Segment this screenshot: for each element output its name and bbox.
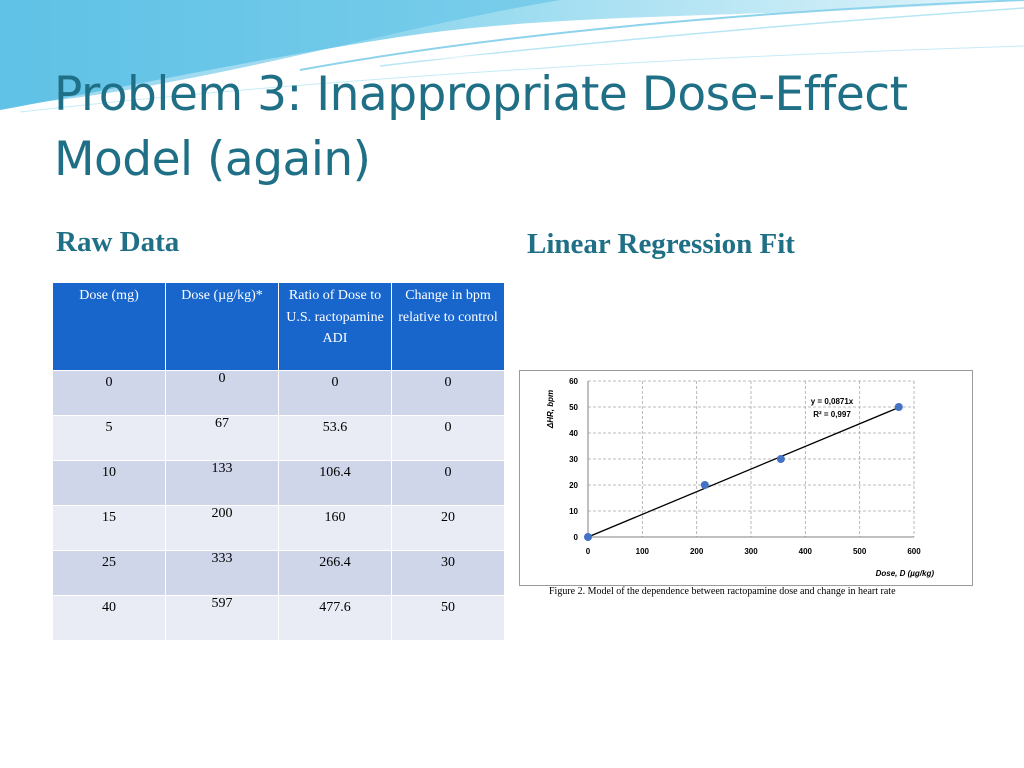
y-tick-label: 40 bbox=[569, 429, 578, 438]
table-cell: 20 bbox=[391, 505, 505, 551]
table-cell: 25 bbox=[52, 550, 166, 596]
table-cell: 0 bbox=[278, 370, 392, 416]
data-point bbox=[776, 455, 785, 463]
x-tick-label: 600 bbox=[907, 547, 921, 556]
table-row: 5 67 53.6 0 bbox=[52, 415, 505, 461]
y-tick-label: 30 bbox=[569, 455, 578, 464]
y-tick-label: 60 bbox=[569, 377, 578, 386]
figure-caption: Figure 2. Model of the dependence betwee… bbox=[549, 586, 896, 597]
x-axis-title: Dose, D (µg/kg) bbox=[876, 569, 935, 578]
regression-chart: 0 10 20 30 40 50 60 0 100 200 300 400 500 600 Dose, D … bbox=[519, 370, 973, 586]
y-tick-label: 10 bbox=[569, 507, 578, 516]
regression-equation: y = 0,0871x bbox=[811, 397, 854, 406]
x-tick-label: 0 bbox=[586, 547, 591, 556]
table-cell: 0 bbox=[52, 370, 166, 416]
table-cell: 5 bbox=[52, 415, 166, 461]
table-cell: 106.4 bbox=[278, 460, 392, 506]
header-dose-ugkg: Dose (µg/kg)* bbox=[165, 282, 279, 371]
table-cell: 333 bbox=[165, 550, 279, 596]
table-row: 0 0 0 0 bbox=[52, 370, 505, 416]
raw-data-table: Dose (mg) Dose (µg/kg)* Ratio of Dose to… bbox=[52, 282, 505, 641]
slide-title: Problem 3: Inappropriate Dose-Effect Mod… bbox=[54, 67, 908, 187]
data-point bbox=[584, 533, 592, 541]
table-cell: 0 bbox=[391, 415, 505, 461]
table-cell: 266.4 bbox=[278, 550, 392, 596]
x-tick-label: 300 bbox=[744, 547, 758, 556]
data-point bbox=[894, 403, 903, 411]
table-cell: 53.6 bbox=[278, 415, 392, 461]
table-cell: 30 bbox=[391, 550, 505, 596]
y-tick-label: 0 bbox=[574, 533, 579, 542]
table-cell: 10 bbox=[52, 460, 166, 506]
raw-data-heading: Raw Data bbox=[56, 226, 180, 258]
table-cell: 200 bbox=[165, 505, 279, 551]
r-squared-label: R² = 0,997 bbox=[813, 410, 851, 419]
table-cell: 0 bbox=[165, 370, 279, 416]
table-row: 10 133 106.4 0 bbox=[52, 460, 505, 506]
regression-line bbox=[587, 406, 900, 538]
regression-heading: Linear Regression Fit bbox=[527, 228, 795, 260]
x-tick-label: 200 bbox=[690, 547, 704, 556]
table-cell: 160 bbox=[278, 505, 392, 551]
header-wave-decoration bbox=[0, 0, 1024, 113]
y-axis-title: ΔHR, bpm bbox=[546, 390, 555, 429]
y-tick-label: 50 bbox=[569, 403, 578, 412]
x-tick-label: 400 bbox=[799, 547, 813, 556]
table-row: 25 333 266.4 30 bbox=[52, 550, 505, 596]
header-ratio-adi: Ratio of Dose to U.S. ractopamine ADI bbox=[278, 282, 392, 371]
table-cell: 133 bbox=[165, 460, 279, 506]
plot-area bbox=[546, 375, 946, 571]
table-cell: 50 bbox=[391, 595, 505, 641]
x-tick-label: 500 bbox=[853, 547, 867, 556]
header-change-bpm: Change in bpm relative to control bbox=[391, 282, 505, 371]
table-cell: 15 bbox=[52, 505, 166, 551]
table-cell: 597 bbox=[165, 595, 279, 641]
x-tick-label: 100 bbox=[636, 547, 650, 556]
table-row: 40 597 477.6 50 bbox=[52, 595, 505, 641]
table-cell: 477.6 bbox=[278, 595, 392, 641]
header-dose-mg: Dose (mg) bbox=[52, 282, 166, 371]
data-point bbox=[700, 481, 709, 489]
table-row: 15 200 160 20 bbox=[52, 505, 505, 551]
y-tick-label: 20 bbox=[569, 481, 578, 490]
table-cell: 0 bbox=[391, 460, 505, 506]
table-header-row: Dose (mg) Dose (µg/kg)* Ratio of Dose to… bbox=[52, 282, 505, 371]
table-cell: 0 bbox=[391, 370, 505, 416]
table-cell: 40 bbox=[52, 595, 166, 641]
table-cell: 67 bbox=[165, 415, 279, 461]
